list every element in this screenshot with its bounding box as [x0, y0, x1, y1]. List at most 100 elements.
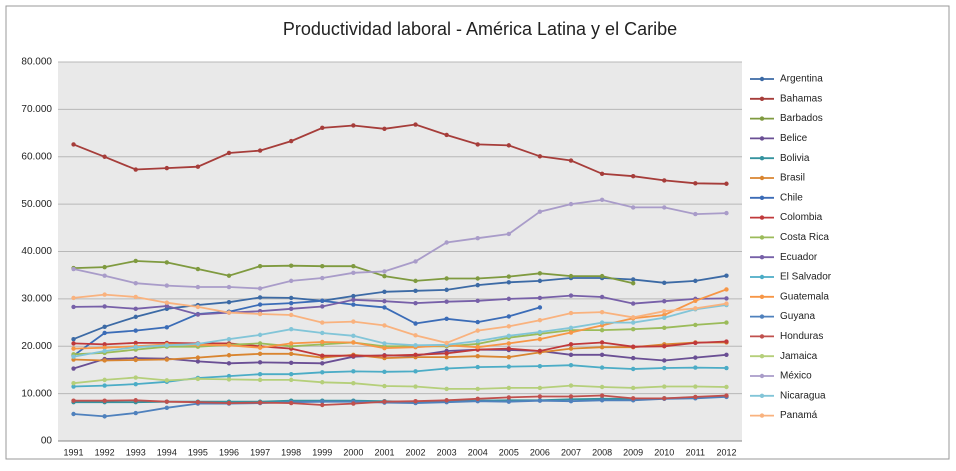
series-line	[73, 294, 727, 316]
point-marker	[71, 295, 76, 301]
x-tick-label: 1995	[188, 447, 208, 457]
point-marker	[599, 171, 605, 177]
point-marker	[288, 377, 294, 383]
point-marker	[257, 148, 263, 153]
legend-marker	[759, 354, 765, 359]
x-tick-label: 2002	[406, 447, 426, 457]
point-marker	[506, 280, 512, 285]
legend-marker	[759, 334, 765, 339]
point-marker	[444, 287, 449, 293]
point-marker	[320, 275, 325, 281]
point-marker	[226, 336, 232, 342]
point-marker	[71, 266, 76, 272]
point-marker	[724, 296, 729, 301]
point-marker	[382, 341, 387, 346]
legend-marker	[759, 235, 765, 240]
point-marker	[195, 312, 201, 317]
point-marker	[599, 197, 605, 203]
y-tick-label: 70.000	[21, 104, 52, 115]
point-marker	[382, 353, 387, 358]
series-line	[73, 198, 727, 290]
point-marker	[662, 205, 667, 210]
point-marker	[195, 304, 201, 310]
legend-marker	[759, 393, 765, 398]
point-marker	[630, 301, 636, 306]
point-marker	[164, 325, 170, 330]
x-tick-label: 2010	[654, 447, 674, 457]
point-marker	[164, 343, 170, 348]
point-marker	[537, 329, 543, 335]
point-marker	[71, 384, 76, 389]
point-marker	[475, 142, 480, 147]
point-marker	[568, 363, 574, 368]
point-marker	[630, 281, 636, 286]
point-marker	[257, 400, 263, 405]
point-marker	[568, 399, 574, 404]
point-marker	[288, 306, 294, 312]
point-marker	[320, 330, 325, 336]
y-tick-label: 60.000	[21, 151, 52, 162]
point-marker	[288, 326, 294, 332]
point-marker	[226, 150, 232, 156]
point-marker	[693, 306, 698, 311]
x-tick-label: 2000	[343, 447, 363, 457]
legend-label: Bolivia	[780, 153, 810, 164]
point-marker	[693, 394, 698, 400]
point-marker	[102, 273, 107, 278]
point-marker	[413, 399, 418, 404]
point-marker	[257, 332, 263, 338]
point-marker	[537, 336, 543, 342]
point-marker	[537, 385, 543, 391]
point-marker	[288, 312, 294, 318]
point-marker	[662, 365, 667, 371]
point-marker	[164, 300, 170, 305]
point-marker	[724, 181, 729, 186]
point-marker	[382, 299, 387, 304]
point-marker	[413, 369, 418, 374]
point-marker	[599, 344, 605, 350]
point-marker	[382, 305, 387, 310]
point-marker	[320, 298, 325, 303]
point-marker	[320, 370, 325, 375]
point-marker	[351, 319, 356, 324]
point-marker	[351, 270, 356, 276]
point-marker	[413, 384, 418, 389]
point-marker	[444, 316, 449, 321]
point-marker	[506, 341, 512, 346]
point-marker	[288, 360, 294, 366]
point-marker	[444, 276, 449, 281]
y-tick-label: 10.000	[21, 388, 52, 399]
point-marker	[506, 314, 512, 319]
point-marker	[102, 304, 107, 309]
x-tick-label: 1997	[250, 447, 270, 457]
point-marker	[630, 277, 636, 282]
point-marker	[71, 304, 76, 310]
point-marker	[568, 158, 574, 163]
point-marker	[475, 236, 480, 241]
legend-label: Argentina	[780, 74, 823, 85]
point-marker	[382, 399, 387, 404]
legend-label: Jamaica	[780, 351, 818, 362]
point-marker	[133, 294, 138, 300]
point-marker	[599, 294, 605, 300]
point-marker	[195, 266, 201, 272]
point-marker	[257, 263, 263, 269]
point-marker	[102, 383, 107, 388]
point-marker	[257, 286, 263, 291]
x-tick-label: 2005	[499, 447, 519, 457]
legend-label: Belice	[780, 133, 808, 144]
point-marker	[537, 154, 543, 159]
point-marker	[475, 276, 480, 281]
point-marker	[413, 259, 418, 264]
point-marker	[413, 333, 418, 338]
point-marker	[257, 341, 263, 346]
point-marker	[568, 293, 574, 298]
point-marker	[226, 273, 232, 278]
point-marker	[506, 324, 512, 329]
point-marker	[568, 394, 574, 399]
x-tick-label: 2011	[686, 447, 705, 457]
point-marker	[351, 369, 356, 374]
series-line	[72, 299, 541, 357]
point-marker	[662, 325, 667, 330]
